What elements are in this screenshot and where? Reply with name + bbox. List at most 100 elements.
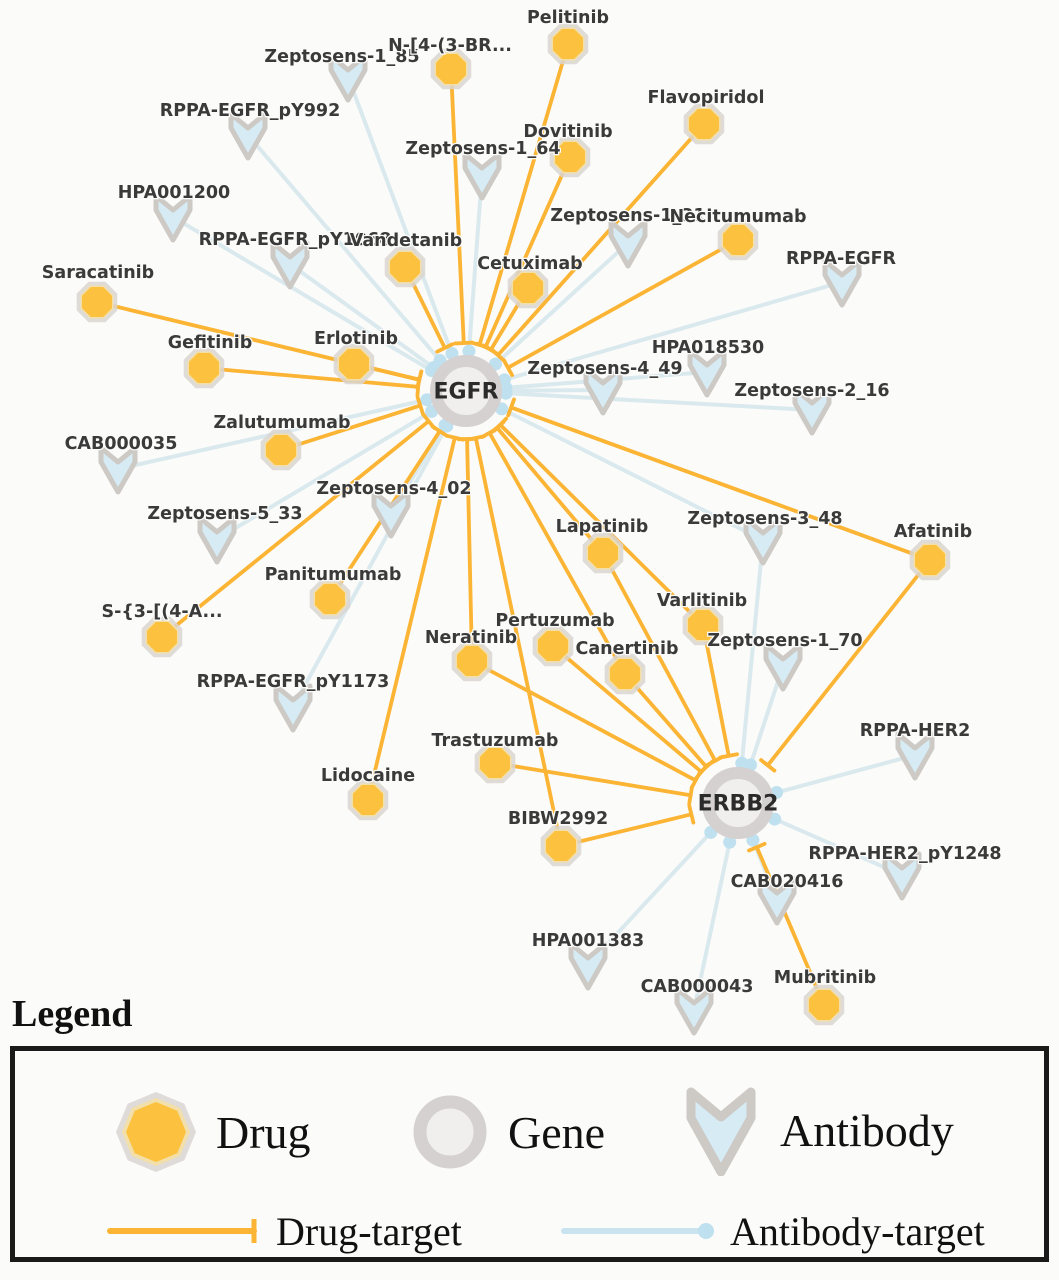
edge-drug-target-tee — [506, 397, 516, 418]
drug-node — [551, 27, 585, 61]
antibody-node — [228, 111, 268, 161]
drug-node — [687, 107, 721, 141]
drug-node — [807, 988, 841, 1022]
antibody-node — [273, 683, 313, 733]
edge-drug-target-tee — [687, 804, 696, 825]
edge-antibody-target — [346, 76, 454, 355]
edge-drug-target-tee — [501, 358, 514, 378]
antibody-node — [371, 489, 411, 539]
node-label: Zeptosens-5_33 — [147, 504, 302, 524]
edge-drug-target-tee — [687, 784, 694, 806]
drug-node — [553, 140, 587, 174]
edge-drug-target — [483, 156, 572, 348]
gene-node — [430, 355, 502, 427]
drug-node — [337, 347, 371, 381]
edge-drug-target — [477, 43, 570, 346]
edge-drug-target-tee — [481, 343, 500, 357]
edge-drug-target — [495, 426, 605, 555]
node-label: Saracatinib — [42, 263, 154, 283]
edge-drug-target — [160, 419, 430, 639]
edge-antibody-target — [505, 391, 813, 412]
antibody-node — [608, 219, 648, 269]
legend-item-antibody: Antibody — [678, 1084, 954, 1176]
antibody-node — [687, 348, 727, 398]
edge-drug-target-tee — [415, 395, 425, 416]
antibody-chevron-icon — [686, 1087, 756, 1176]
node-label: Neratinib — [425, 628, 517, 648]
node-label: Flavopiridol — [648, 88, 765, 108]
node-label: Panitumumab — [265, 565, 402, 585]
node-label: Necitumumab — [670, 207, 807, 227]
legend-gene-label: Gene — [508, 1106, 606, 1158]
legend-antibody-target-label: Antibody-target — [730, 1208, 985, 1254]
node-label: RPPA-EGFR_pY1068 — [199, 230, 392, 250]
drug-node — [145, 620, 179, 654]
legend-item-gene: Gene — [408, 1090, 605, 1174]
edge-antibody-target — [776, 753, 916, 795]
drug-node — [455, 644, 489, 678]
edge-drug-target-tee — [759, 758, 777, 773]
drug-node — [187, 351, 221, 385]
edge-antibody-target-dot — [420, 393, 434, 407]
drug-node — [686, 608, 720, 642]
edge-drug-target-tee — [465, 434, 487, 442]
edge-drug-target — [701, 624, 731, 757]
drug-node — [586, 536, 620, 570]
edge-drug-target — [623, 672, 708, 769]
node-label: Dovitinib — [523, 122, 612, 142]
node-label: HPA001200 — [118, 183, 230, 203]
edge-antibody-target — [494, 241, 630, 366]
node-label: RPPA-HER2 — [860, 721, 971, 741]
edge-drug-target — [465, 438, 474, 662]
node-label: Trastuzumab — [432, 731, 559, 751]
node-label: Gefitinib — [168, 333, 253, 353]
gene-node-label: EGFR — [433, 380, 498, 405]
drug-node — [351, 783, 385, 817]
legend-item-drug-target: Drug-target — [104, 1203, 462, 1259]
node-label: BIBW2992 — [508, 809, 608, 829]
edge-antibody-target — [739, 539, 765, 764]
drug-node — [721, 223, 755, 257]
drug-node — [544, 829, 578, 863]
node-label: Zeptosens-4_02 — [316, 479, 471, 499]
node-label: Canertinib — [576, 639, 679, 659]
edge-drug-target — [507, 238, 739, 370]
node-label: Zeptosens-2_16 — [734, 381, 889, 401]
edge-antibody-target — [215, 409, 433, 541]
legend-drug-target-label: Drug-target — [276, 1208, 462, 1254]
node-label: Lapatinib — [556, 517, 649, 537]
antibody-node — [674, 986, 714, 1036]
edge-drug-target — [366, 437, 457, 801]
edge-antibody-target — [586, 830, 713, 967]
edge-drug-target-tee — [718, 752, 739, 760]
node-label: S-{3-[(4-A... — [101, 602, 222, 622]
legend-title: Legend — [12, 993, 133, 1035]
node-label: RPPA-EGFR_pY1173 — [197, 672, 390, 692]
antibody-node — [822, 258, 862, 308]
edge-drug-target-tee — [453, 340, 475, 346]
drug-node — [434, 52, 468, 86]
node-label: Zeptosens-1_31 — [550, 206, 705, 226]
antibody-node — [270, 240, 310, 290]
node-label: Cetuximab — [477, 254, 582, 274]
edge-drug-target — [494, 761, 691, 798]
drug-node — [388, 250, 422, 284]
node-label: N-[4-(3-BR... — [388, 36, 512, 56]
node-label: Pertuzumab — [495, 611, 614, 631]
antibody-node — [757, 876, 797, 926]
gene-node-label: ERBB2 — [698, 792, 779, 817]
node-label: Zeptosens-3_48 — [687, 509, 842, 529]
node-label: Mubritinib — [774, 968, 876, 988]
node-label: CAB000043 — [641, 977, 754, 997]
antibody-node — [583, 366, 623, 416]
gene-node — [702, 767, 774, 839]
edge-drug-target — [601, 552, 717, 762]
edge-antibody-target — [500, 407, 764, 542]
node-label: RPPA-EGFR — [786, 249, 897, 269]
edge-drug-target — [498, 423, 705, 627]
edge-antibody-target — [773, 817, 903, 877]
node-label: Zeptosens-4_49 — [527, 359, 682, 379]
drug-node — [536, 629, 570, 663]
